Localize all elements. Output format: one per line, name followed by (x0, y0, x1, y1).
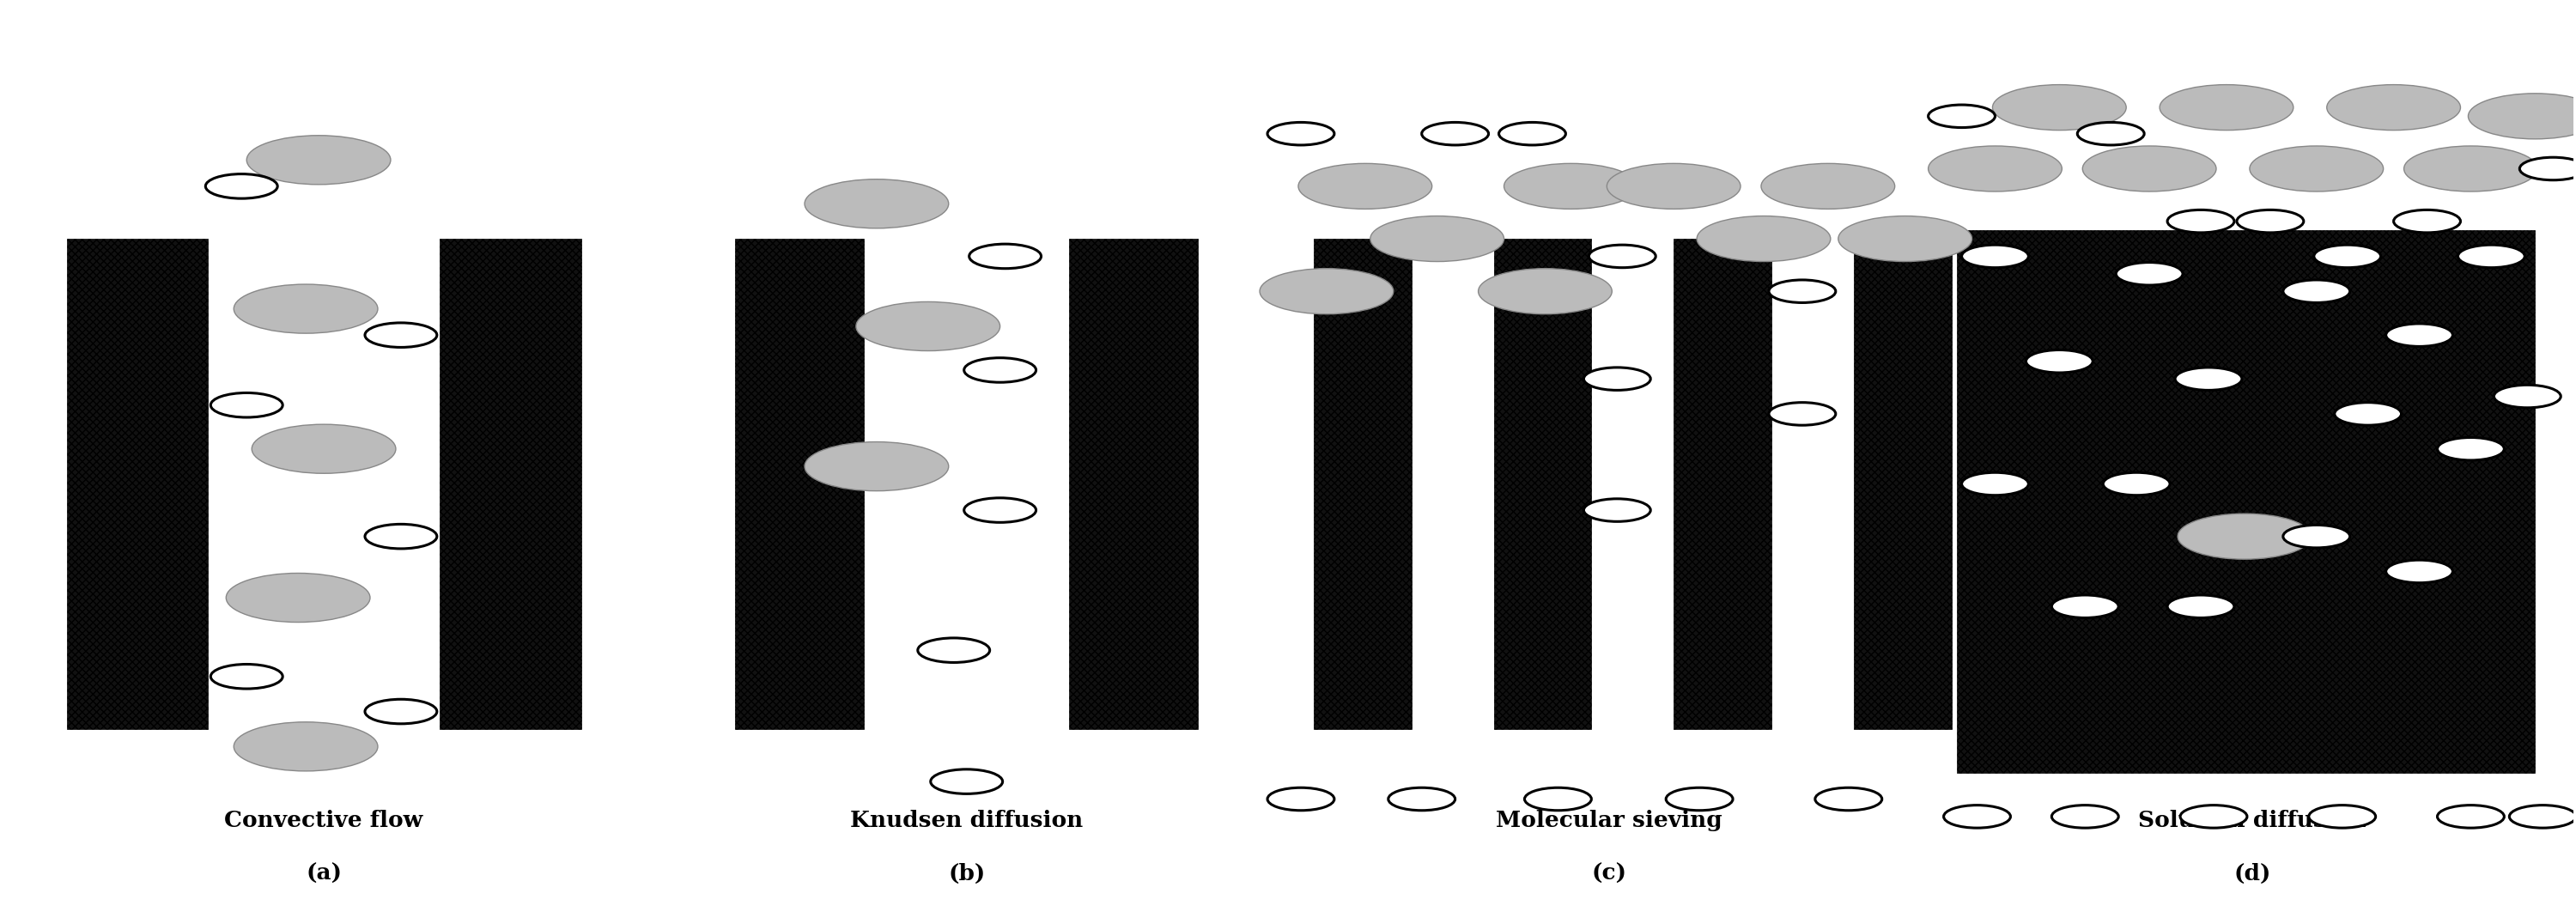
Circle shape (2334, 403, 2401, 425)
Circle shape (1260, 269, 1394, 314)
Circle shape (2385, 560, 2452, 583)
Circle shape (1929, 146, 2061, 191)
Bar (1855, 238, 1953, 729)
Circle shape (366, 524, 438, 549)
Text: (c): (c) (1592, 863, 1628, 884)
Circle shape (2102, 472, 2169, 495)
Circle shape (2249, 146, 2383, 191)
Text: Solution diffusion: Solution diffusion (2138, 810, 2367, 832)
Circle shape (2313, 245, 2380, 268)
Text: (a): (a) (307, 863, 343, 884)
Circle shape (1298, 164, 1432, 209)
Circle shape (804, 179, 948, 228)
Circle shape (1698, 216, 1832, 261)
Circle shape (969, 244, 1041, 269)
Text: (b): (b) (948, 863, 984, 884)
Circle shape (2385, 323, 2452, 346)
Circle shape (1991, 85, 2125, 130)
Circle shape (1667, 787, 1734, 810)
Circle shape (2076, 122, 2143, 145)
Circle shape (1945, 805, 2009, 828)
Circle shape (2437, 437, 2504, 460)
Circle shape (1267, 787, 1334, 810)
Circle shape (930, 770, 1002, 794)
Circle shape (1584, 499, 1651, 521)
Circle shape (2166, 210, 2233, 233)
Circle shape (211, 664, 283, 688)
Bar (440, 238, 582, 729)
Text: Molecular sieving: Molecular sieving (1497, 810, 1723, 832)
Circle shape (2025, 350, 2092, 372)
Bar (1069, 238, 1198, 729)
Circle shape (1388, 787, 1455, 810)
Bar (67, 238, 209, 729)
Circle shape (2458, 245, 2524, 268)
Circle shape (2050, 595, 2117, 618)
Circle shape (2282, 280, 2349, 303)
Bar (734, 238, 863, 729)
Circle shape (2050, 805, 2117, 828)
Circle shape (227, 573, 371, 622)
Circle shape (2494, 385, 2561, 407)
Circle shape (1584, 368, 1651, 390)
Text: Knudsen diffusion: Knudsen diffusion (850, 810, 1082, 832)
Circle shape (1929, 104, 1994, 128)
Circle shape (1816, 787, 1883, 810)
Circle shape (2236, 210, 2303, 233)
Circle shape (366, 322, 438, 347)
Circle shape (252, 424, 397, 473)
Text: (d): (d) (2233, 863, 2272, 884)
Circle shape (234, 722, 379, 771)
Circle shape (963, 358, 1036, 383)
Circle shape (2282, 525, 2349, 548)
Circle shape (855, 302, 999, 351)
Circle shape (366, 699, 438, 723)
Circle shape (804, 442, 948, 491)
Circle shape (1839, 216, 1973, 261)
Circle shape (2159, 85, 2293, 130)
Text: Convective flow: Convective flow (224, 810, 422, 832)
Circle shape (917, 638, 989, 663)
Circle shape (1762, 164, 1896, 209)
Circle shape (1479, 269, 1613, 314)
Circle shape (2179, 805, 2246, 828)
Bar (1674, 238, 1772, 729)
Bar (1494, 238, 1592, 729)
Circle shape (2115, 262, 2182, 286)
Circle shape (247, 136, 392, 185)
Circle shape (1504, 164, 1638, 209)
Circle shape (1963, 472, 2027, 495)
Circle shape (1589, 245, 1656, 268)
Bar (1314, 238, 1412, 729)
Circle shape (1267, 122, 1334, 145)
Circle shape (2509, 805, 2576, 828)
Circle shape (2403, 146, 2537, 191)
Circle shape (1422, 122, 1489, 145)
Circle shape (1525, 787, 1592, 810)
Circle shape (2468, 93, 2576, 139)
Bar (1958, 230, 2535, 772)
Circle shape (1963, 245, 2027, 268)
Circle shape (2308, 805, 2375, 828)
Circle shape (1370, 216, 1504, 261)
Circle shape (206, 174, 278, 199)
Circle shape (234, 285, 379, 334)
Circle shape (1770, 280, 1837, 303)
Circle shape (2519, 157, 2576, 180)
Circle shape (211, 393, 283, 418)
Circle shape (2437, 805, 2504, 828)
Circle shape (2081, 146, 2215, 191)
Circle shape (2177, 514, 2311, 559)
Circle shape (2326, 85, 2460, 130)
Circle shape (963, 498, 1036, 522)
Circle shape (1499, 122, 1566, 145)
Circle shape (2166, 595, 2233, 618)
Circle shape (2393, 210, 2460, 233)
Circle shape (2174, 368, 2241, 390)
Circle shape (1770, 403, 1837, 425)
Circle shape (1607, 164, 1741, 209)
